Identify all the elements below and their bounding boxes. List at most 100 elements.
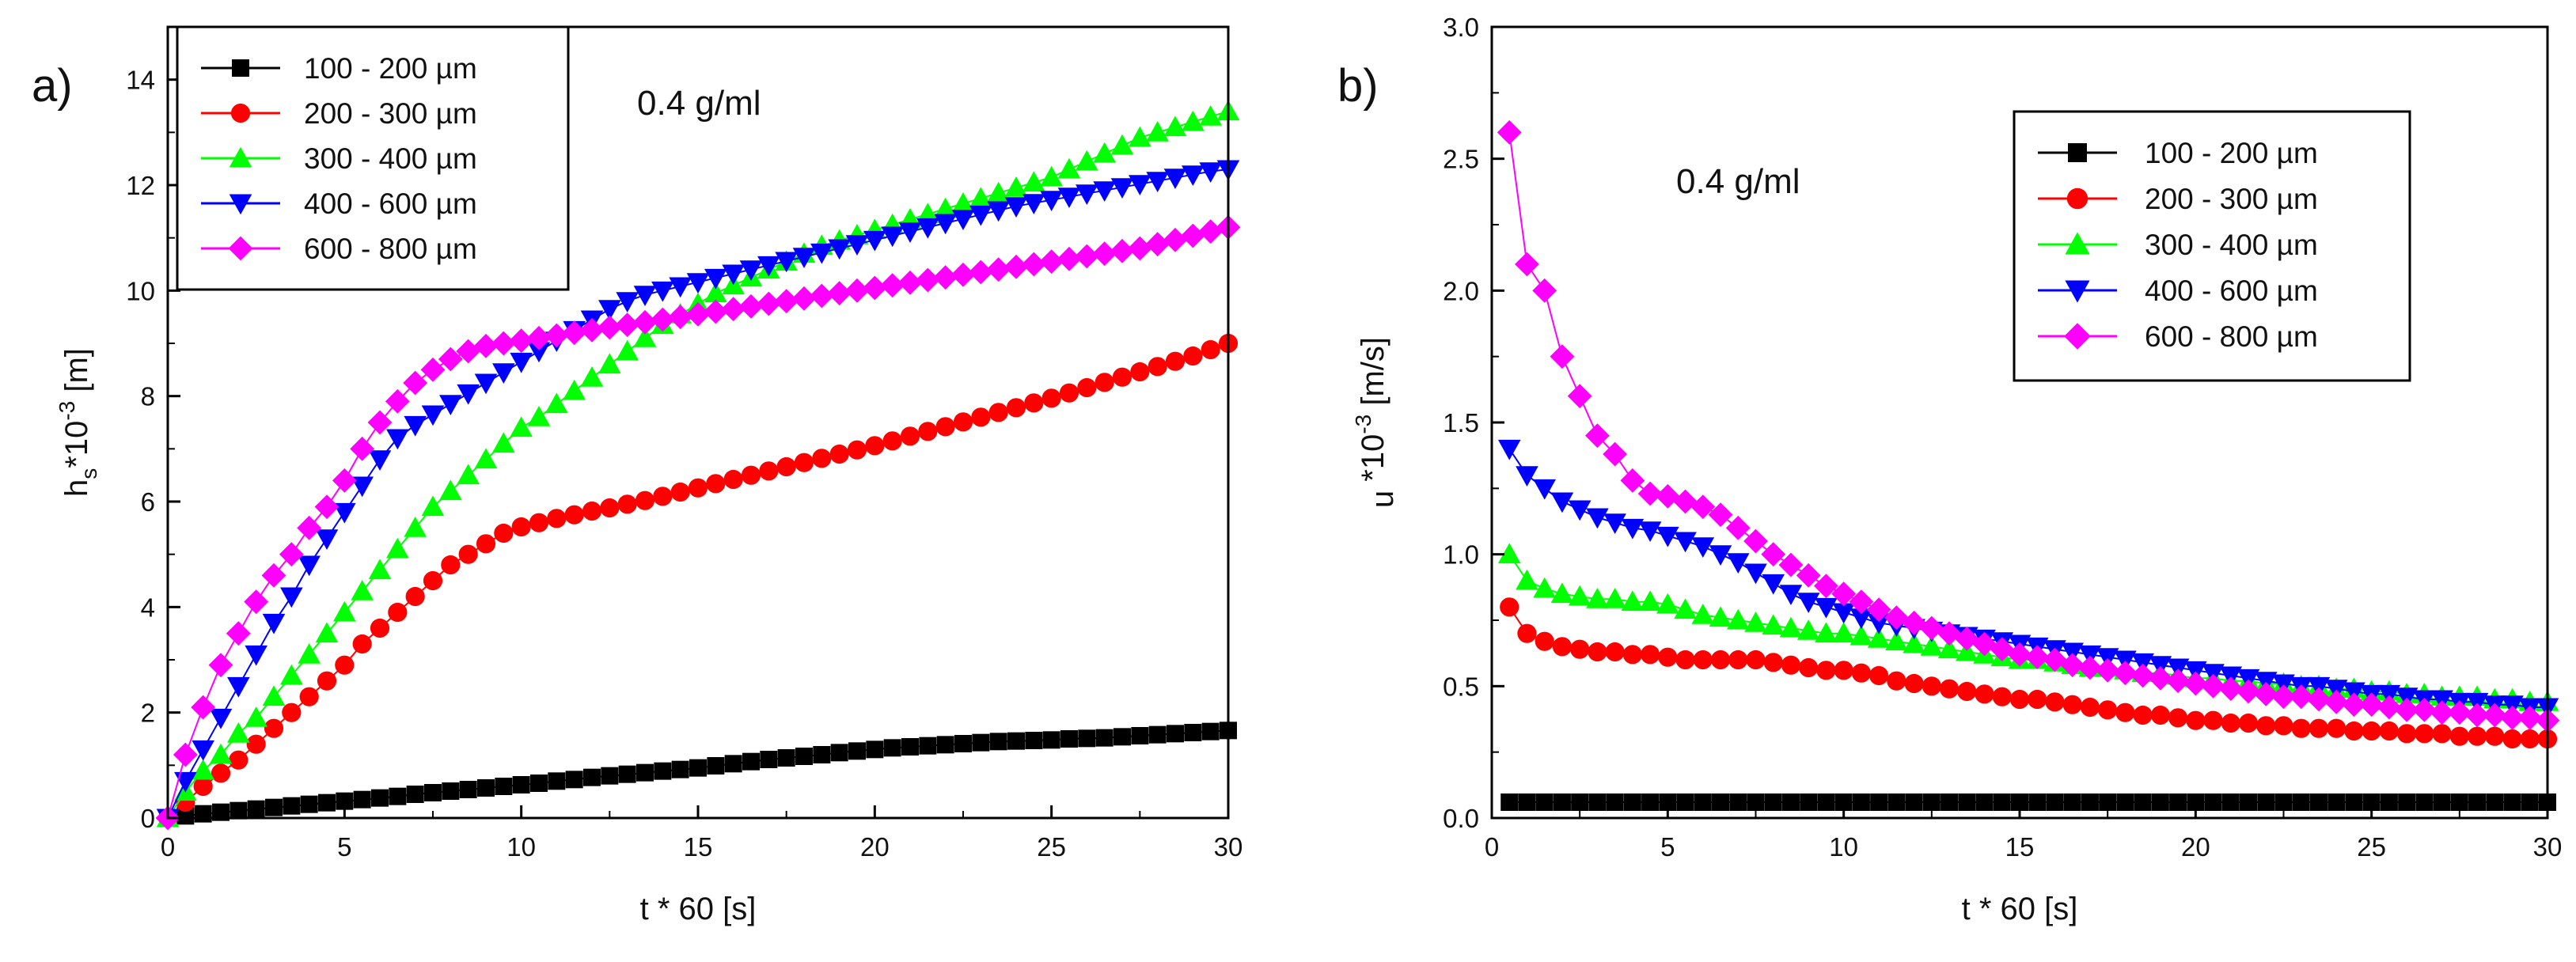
data-point [1110,178,1134,199]
data-point [1041,388,1061,408]
data-point [262,613,286,634]
data-point [352,634,372,654]
data-point [989,733,1007,751]
data-point [813,746,831,763]
data-point [881,226,904,248]
data-point [2344,721,2364,741]
data-point [1500,597,1519,617]
data-point [1796,562,1821,588]
data-point [829,444,849,464]
data-point [495,778,513,795]
data-point [315,622,339,643]
data-point [2099,793,2117,811]
y-tick-label: 0 [141,804,155,833]
data-point [1603,513,1626,534]
data-point [1937,621,1962,646]
data-point [1655,483,1680,509]
data-point [1198,219,1224,244]
data-point [597,315,622,340]
data-point [512,776,530,793]
data-point [1693,650,1713,670]
data-point [2116,793,2134,811]
data-point [669,277,692,298]
data-point [1165,351,1186,371]
data-point [1163,227,1188,252]
legend-entry: 200 - 300 µm [2145,183,2318,215]
data-point [192,740,214,761]
data-point [563,379,586,400]
legend-entry: 100 - 200 µm [2145,137,2318,169]
data-point [456,339,481,364]
data-point [1781,655,1801,675]
data-point [2517,705,2543,730]
data-point [972,733,990,752]
data-point [229,750,248,770]
data-point [1674,532,1697,553]
data-point [476,534,496,554]
data-point [1022,194,1045,214]
x-tick-label: 25 [1037,832,1066,862]
data-point [439,479,462,501]
data-point [404,517,427,537]
data-point [421,495,445,517]
data-point [2009,689,2030,710]
data-point [1638,590,1662,612]
data-point [1761,542,1786,567]
data-point [1656,593,1679,614]
data-point [933,265,958,290]
data-point [403,370,428,396]
y-tick-label: 1.5 [1443,408,1479,437]
data-point [438,347,463,372]
y-tick-label: 2.0 [1443,276,1479,305]
data-point [844,278,870,303]
data-point [1658,647,1678,667]
data-point [1550,582,1574,604]
data-point [2253,681,2278,706]
data-point [654,762,672,780]
data-point [1674,598,1697,619]
data-point [212,803,230,821]
data-point [404,415,427,437]
data-point [2362,793,2381,811]
data-point [2449,726,2469,746]
data-point [300,795,318,813]
data-point [1515,252,1539,277]
data-point [1762,574,1785,595]
data-point [545,392,568,414]
data-point [1831,581,1857,607]
data-point [901,738,919,756]
y-tick-label: 2.5 [1443,145,1479,174]
data-point [2327,718,2346,738]
data-point [1800,793,1818,811]
series-line-3 [1508,554,2548,703]
y-tick-label: 1.0 [1443,540,1479,570]
legend-marker [230,103,251,123]
data-point [795,748,813,765]
data-point [759,461,779,481]
data-point [757,256,780,277]
data-point [918,422,938,441]
data-point [473,333,499,358]
panel-b: 0 5 10 15 20 25 30 0.0 0.5 1.0 1.5 2.0 2.5 3.0 t * 60 … [1337,13,2562,926]
data-point [2063,793,2081,811]
data-point [1887,671,1906,691]
data-point [898,222,922,243]
data-point [261,562,286,588]
data-point [1726,553,1750,574]
data-point [1586,508,1609,529]
data-point [1004,197,1028,218]
data-point [2221,713,2240,733]
data-point [845,235,869,256]
data-point [209,708,233,729]
data-point [1092,241,1117,267]
data-point [1957,681,1977,702]
data-point [1815,597,1838,619]
data-point [1885,630,1908,651]
data-point [2362,721,2381,741]
data-point [1641,793,1660,811]
data-point [1992,687,2012,706]
y-tick-label: 12 [126,171,155,200]
data-point [1621,590,1645,612]
data-point [439,395,462,415]
